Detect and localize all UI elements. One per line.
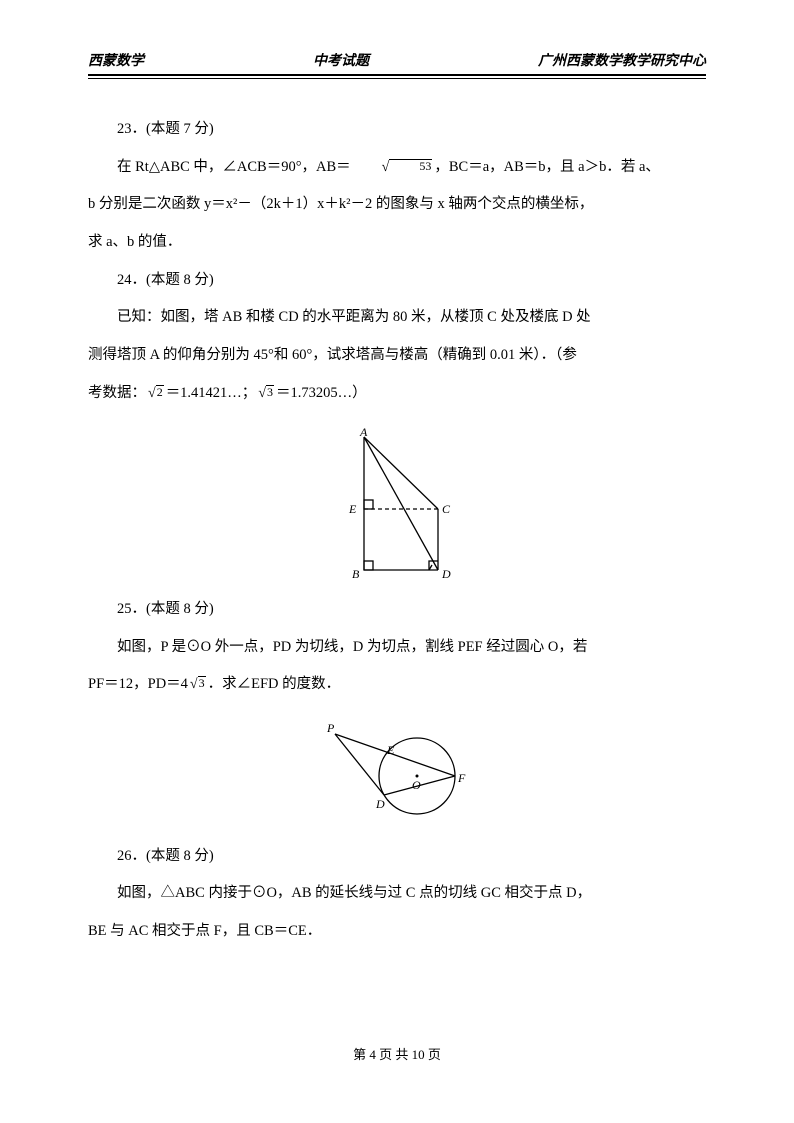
p25-title: 25．(本题 8 分) xyxy=(88,591,706,629)
page-footer: 第 4 页 共 10 页 xyxy=(0,1044,794,1063)
header-rule-thick xyxy=(88,74,706,76)
diagram-25: P E O D F xyxy=(88,716,706,830)
diagram-24-svg: A E B C D xyxy=(332,425,462,580)
p24-line3b: ＝1.41421…； xyxy=(166,385,257,401)
p24-line3a: 考数据： xyxy=(88,385,146,401)
p25-line2: PF＝12，PD＝43．求∠EFD 的度数． xyxy=(88,666,706,704)
p24-line3c: ＝1.73205…） xyxy=(276,385,367,401)
header-center: 中考试题 xyxy=(313,50,369,70)
page-container: 西蒙数学 中考试题 广州西蒙数学教学研究中心 23．(本题 7 分) 在 Rt△… xyxy=(0,0,794,1001)
d24-label-b: B xyxy=(352,567,360,580)
header-right: 广州西蒙数学教学研究中心 xyxy=(538,50,706,70)
d25-label-p: P xyxy=(326,721,335,735)
diagram-25-svg: P E O D F xyxy=(317,716,477,826)
sqrt-2: 2 xyxy=(146,375,166,413)
p24-line1: 已知：如图，塔 AB 和楼 CD 的水平距离为 80 米，从楼顶 C 处及楼底 … xyxy=(88,299,706,337)
d25-label-f: F xyxy=(457,771,466,785)
d25-label-d: D xyxy=(375,797,385,811)
p23-line1a: 在 Rt△ABC 中，∠ACB＝90°，AB＝ xyxy=(117,159,351,175)
p23-title: 23．(本题 7 分) xyxy=(88,111,706,149)
p26-line1: 如图，△ABC 内接于⊙O，AB 的延长线与过 C 点的切线 GC 相交于点 D… xyxy=(88,875,706,913)
p25-line2a: PF＝12，PD＝4 xyxy=(88,676,188,692)
p23-line2: b 分别是二次函数 y＝x²－（2k＋1）x＋k²－2 的图象与 x 轴两个交点… xyxy=(88,186,706,224)
d24-label-d: D xyxy=(441,567,451,580)
p24-line3: 考数据：2＝1.41421…；3＝1.73205…） xyxy=(88,375,706,413)
header-rule-thin xyxy=(88,78,706,79)
p23-line3: 求 a、b 的值． xyxy=(88,224,706,262)
p26-title: 26．(本题 8 分) xyxy=(88,838,706,876)
sqrt-3b: 3 xyxy=(188,666,208,704)
d24-label-a: A xyxy=(359,425,368,439)
p24-line2: 测得塔顶 A 的仰角分别为 45°和 60°，试求塔高与楼高（精确到 0.01 … xyxy=(88,337,706,375)
footer-text: 第 4 页 共 10 页 xyxy=(353,1047,441,1062)
p26-line2: BE 与 AC 相交于点 F，且 CB＝CE． xyxy=(88,913,706,951)
p23-line1b: ，BC＝a，AB＝b，且 a＞b．若 a、 xyxy=(434,159,660,175)
d24-label-c: C xyxy=(442,502,451,516)
p23-line1: 在 Rt△ABC 中，∠ACB＝90°，AB＝53，BC＝a，AB＝b，且 a＞… xyxy=(88,149,706,187)
p25-line2b: ．求∠EFD 的度数． xyxy=(208,676,341,692)
p25-line1: 如图，P 是⊙O 外一点，PD 为切线，D 为切点，割线 PEF 经过圆心 O，… xyxy=(88,629,706,667)
d24-label-e: E xyxy=(348,502,357,516)
d25-label-o: O xyxy=(412,778,421,792)
header-left: 西蒙数学 xyxy=(88,50,144,70)
sqrt-53: 53 xyxy=(351,149,435,187)
page-header: 西蒙数学 中考试题 广州西蒙数学教学研究中心 xyxy=(88,50,706,74)
sqrt-3a: 3 xyxy=(256,375,276,413)
content-area: 23．(本题 7 分) 在 Rt△ABC 中，∠ACB＝90°，AB＝53，BC… xyxy=(88,111,706,951)
p24-title: 24．(本题 8 分) xyxy=(88,262,706,300)
d25-label-e: E xyxy=(386,743,395,757)
diagram-24: A E B C D xyxy=(88,425,706,584)
